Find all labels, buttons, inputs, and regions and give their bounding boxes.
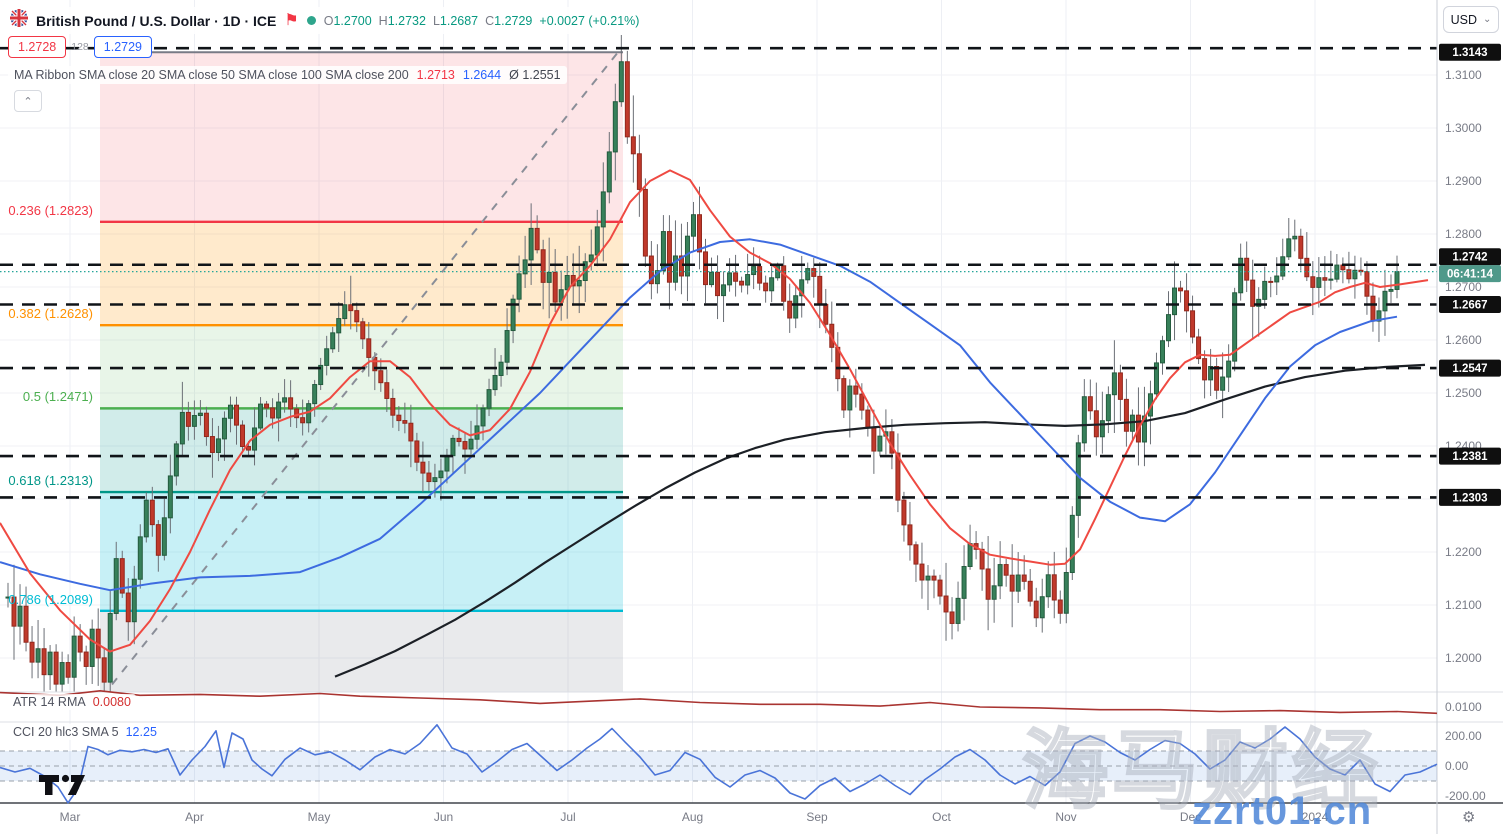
symbol-legend-row: British Pound / U.S. Dollar · 1D · ICE ⚑… [8, 7, 646, 34]
sma200-line [334, 363, 1426, 678]
cci-legend: CCI 20 hlc3 SMA 5 12.25 [8, 724, 162, 740]
atr-legend: ATR 14 RMA 0.0080 [8, 694, 136, 710]
price-axis[interactable]: 1.3100 1.3000 1.2900 1.2800 1.2700 1.2600 1.25… [1439, 43, 1501, 803]
time-axis-label: Oct [932, 810, 951, 824]
atr-value: 0.0080 [92, 695, 131, 709]
atr-line [0, 689, 1438, 715]
time-axis-label: Dec [1180, 810, 1201, 824]
close-label: C [485, 13, 495, 28]
currency-label: USD [1450, 12, 1477, 27]
countdown-badge [1439, 265, 1501, 283]
price-tick-label: 1.2700 [1445, 280, 1482, 294]
atr-tick-label: 0.0100 [1445, 700, 1482, 714]
sma20-value: 1.2713 [416, 68, 455, 82]
flag-symbol-icon[interactable]: ⚑ [284, 11, 299, 29]
price-level-badge-text: 1.2547 [1452, 363, 1487, 375]
fib-label-0.786: 0.786 (1.2089) [8, 591, 93, 607]
time-axis-label: Aug [682, 810, 703, 824]
time-axis-label: Sep [806, 810, 828, 824]
open-value: 1.2700 [333, 13, 372, 28]
chevron-down-icon: ⌄ [1483, 14, 1492, 25]
price-level-badge [1439, 43, 1501, 61]
high-value: 1.2732 [387, 13, 426, 28]
bid-price-tag[interactable]: 1.2728 [8, 36, 67, 58]
fib-label-0.382: 0.382 (1.2628) [8, 306, 93, 322]
low-label: L [432, 13, 440, 28]
spread-value: 128 [71, 41, 89, 53]
price-level-badge-text: 1.2381 [1452, 451, 1488, 463]
price-tick-label: 1.3100 [1445, 68, 1482, 82]
low-value: 1.2687 [439, 13, 479, 28]
cci-tick-label: 200.00 [1445, 729, 1482, 743]
market-status-icon[interactable] [306, 16, 316, 25]
sma-average-value: Ø 1.2551 [509, 68, 561, 82]
symbol-flag-logo [10, 9, 28, 32]
cci-tick-label: 0.00 [1445, 759, 1469, 773]
price-level-badge-text: 1.2667 [1452, 299, 1487, 311]
price-level-badge [1439, 248, 1501, 266]
open-label: O [323, 13, 334, 28]
price-level-badge-text: 1.2742 [1452, 252, 1487, 264]
tradingview-logo[interactable] [38, 773, 96, 802]
price-level-badge [1439, 295, 1501, 313]
price-tick-label: 1.2600 [1445, 333, 1482, 347]
time-axis-label: 2024 [1302, 810, 1329, 824]
cci-band [0, 751, 1437, 781]
time-axis-label: Nov [1055, 810, 1076, 824]
sma50-value: 1.2644 [462, 68, 502, 82]
ma-ribbon-legend: MA Ribbon SMA close 20 SMA close 50 SMA … [8, 66, 567, 84]
time-axis-label: May [308, 810, 331, 824]
candles [5, 34, 1400, 692]
atr-label[interactable]: ATR 14 RMA [13, 695, 86, 709]
axis-settings-gear-icon[interactable]: ⚙ [1462, 809, 1476, 826]
cci-label[interactable]: CCI 20 hlc3 SMA 5 [13, 725, 119, 739]
fib-label-0.5: 0.5 (1.2471) [22, 389, 93, 405]
close-value: 1.2729 [494, 13, 533, 28]
cci-tick-label: -200.00 [1445, 789, 1486, 803]
fib-band [100, 610, 623, 692]
collapse-indicators-button[interactable]: ⌃ [14, 90, 42, 112]
ohlc-values: O1.2700 H1.2732 L1.2687 C1.2729 +0.0027 … [324, 14, 640, 28]
time-axis[interactable]: Mar Apr May Jun Jul Aug Sep Oct Nov Dec 2024 [60, 810, 1329, 824]
time-axis-label: Mar [60, 810, 81, 824]
change-value: +0.0027 (+0.21%) [539, 13, 640, 28]
fib-retracement [100, 51, 623, 692]
price-tick-label: 1.2100 [1445, 598, 1482, 612]
price-level-badge [1439, 488, 1501, 506]
time-axis-label: Apr [185, 810, 204, 824]
price-tick-label: 1.3000 [1445, 121, 1482, 135]
bid-ask-row: 1.2728 128 1.2729 [8, 36, 152, 58]
price-tick-label: 1.2200 [1445, 545, 1482, 559]
price-levels [0, 46, 1437, 499]
price-tick-label: 1.2500 [1445, 386, 1482, 400]
countdown-badge-text: 06:41:14 [1447, 269, 1494, 281]
price-level-badge [1439, 359, 1501, 377]
time-axis-label: Jun [434, 810, 453, 824]
high-label: H [378, 13, 388, 28]
sma50-line [0, 238, 1398, 592]
ask-price-tag[interactable]: 1.2729 [93, 36, 152, 58]
price-tick-label: 1.2900 [1445, 174, 1482, 188]
fib-band [100, 492, 623, 611]
ma-ribbon-title[interactable]: MA Ribbon SMA close 20 SMA close 50 SMA … [14, 68, 409, 82]
price-tick-label: 1.2800 [1445, 227, 1482, 241]
price-level-badge [1439, 447, 1501, 465]
price-level-badge-text: 1.2303 [1452, 492, 1487, 504]
symbol-title[interactable]: British Pound / U.S. Dollar · 1D · ICE [36, 12, 277, 29]
time-axis-label: Jul [560, 810, 575, 824]
currency-dropdown[interactable]: USD ⌄ [1443, 6, 1499, 33]
cci-value: 12.25 [125, 725, 157, 739]
price-tick-label: 1.2000 [1445, 651, 1482, 665]
fib-label-0.618: 0.618 (1.2313) [8, 473, 93, 489]
fib-label-0.236: 0.236 (1.2823) [8, 202, 93, 218]
price-level-badge-text: 1.3143 [1452, 47, 1487, 59]
cci-line [0, 724, 1438, 804]
